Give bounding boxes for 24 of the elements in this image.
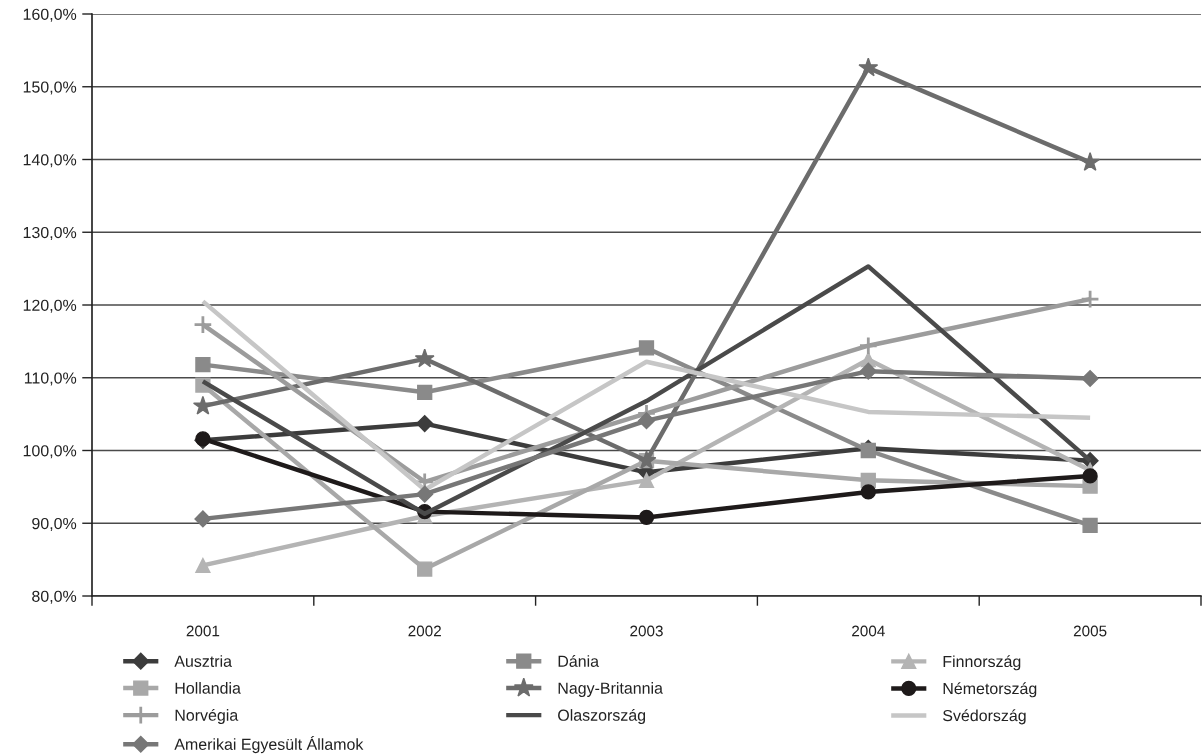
y-tick-label: 80,0% — [32, 590, 77, 604]
legend-label: Olaszország — [558, 708, 646, 725]
y-tick-label: 120,0% — [23, 299, 77, 313]
y-tick-label: 150,0% — [23, 81, 77, 95]
y-tick-label: 100,0% — [23, 445, 77, 459]
y-tick-label: 90,0% — [32, 517, 77, 532]
legend-label: Ausztria — [174, 655, 232, 667]
y-tick-label: 130,0% — [23, 226, 77, 241]
legend-label: Németország — [943, 682, 1037, 698]
y-tick-label: 160,0% — [23, 8, 77, 22]
x-tick-label: 2004 — [852, 625, 885, 637]
x-tick-label: 2005 — [1073, 625, 1107, 637]
legend-label: Finnország — [943, 655, 1021, 671]
legend-label: Svédország — [943, 709, 1026, 725]
y-tick-label: 110,0% — [24, 372, 77, 386]
x-tick-label: 2002 — [408, 625, 441, 637]
legend-label: Nagy-Britannia — [558, 682, 663, 697]
legend-label: Dánia — [558, 655, 600, 667]
legend-label: Amerikai Egyesült Államok — [174, 735, 364, 754]
legend-label: Norvégia — [175, 708, 239, 725]
y-tick-label: 140,0% — [23, 154, 77, 168]
x-tick-label: 2003 — [630, 625, 663, 637]
x-tick-label: 2001 — [186, 625, 220, 637]
legend-label: Hollandia — [175, 682, 241, 694]
